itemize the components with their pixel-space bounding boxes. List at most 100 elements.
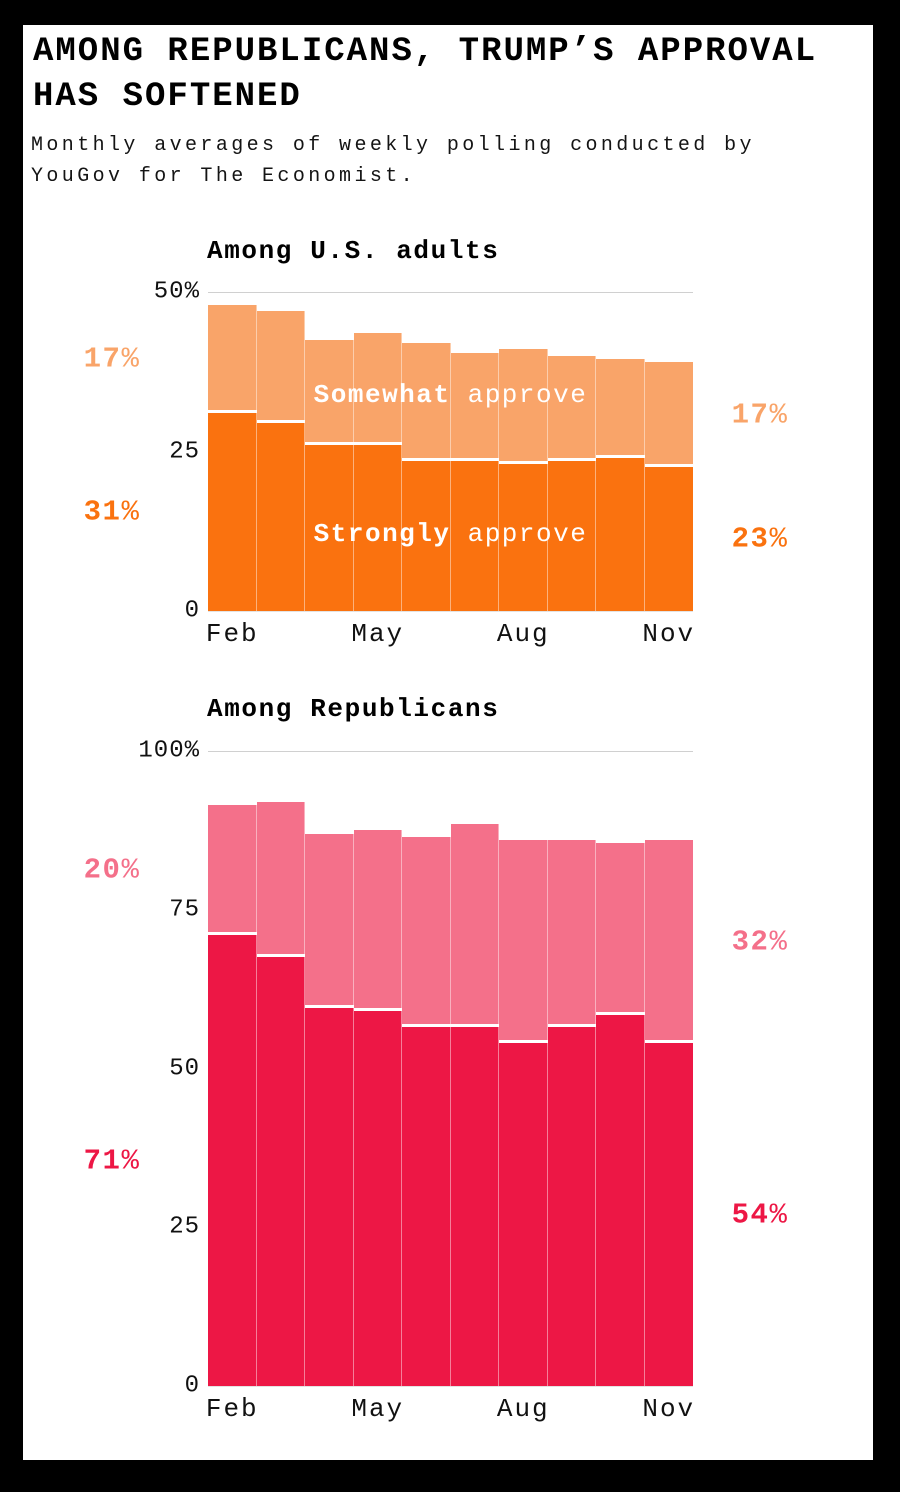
x-tick-Feb: Feb bbox=[205, 619, 259, 649]
y-tick-50: 50% bbox=[153, 278, 200, 306]
bar-col-May bbox=[353, 751, 402, 1386]
x-tick-May: May bbox=[351, 1394, 405, 1424]
segment-somewhat-approve bbox=[450, 824, 499, 1028]
segment-strongly-approve bbox=[256, 957, 305, 1386]
segment-somewhat-approve bbox=[353, 333, 402, 446]
segment-somewhat-approve bbox=[256, 311, 305, 423]
x-tick-Nov: Nov bbox=[642, 1394, 696, 1424]
bar-col-Mar bbox=[256, 751, 305, 1386]
page-title-line-1: AMONG REPUBLICANS, TRUMP’S APPROVAL bbox=[33, 33, 818, 71]
x-tick-Aug: Aug bbox=[496, 619, 550, 649]
y-tick-0: 0 bbox=[184, 1372, 200, 1400]
page-title: AMONG REPUBLICANS, TRUMP’S APPROVAL HAS … bbox=[33, 30, 843, 120]
bar-col-Oct bbox=[596, 751, 645, 1386]
top-gridline bbox=[208, 751, 693, 752]
segment-somewhat-approve bbox=[208, 804, 257, 936]
zero-baseline bbox=[208, 1386, 693, 1387]
bar-col-Jul bbox=[450, 751, 499, 1386]
y-tick-25: 25 bbox=[169, 438, 200, 465]
segment-strongly-approve bbox=[208, 935, 257, 1386]
bar-col-Jun bbox=[402, 751, 451, 1386]
segment-somewhat-approve bbox=[596, 359, 645, 458]
segment-somewhat-approve bbox=[499, 349, 548, 465]
plot-area-republicans: 100% 75 50 25 0 Feb May Aug Nov 20% 71% 32% 54% bbox=[84, 738, 787, 1425]
bar-columns bbox=[208, 751, 693, 1386]
segment-somewhat-approve bbox=[256, 801, 305, 958]
y-tick-100: 100% bbox=[138, 737, 200, 765]
page-subtitle-line-2: YouGov for The Economist. bbox=[31, 165, 417, 188]
segment-strongly-approve bbox=[596, 1014, 645, 1386]
segment-strongly-approve bbox=[353, 1011, 402, 1386]
bar-col-Nov bbox=[644, 292, 693, 611]
bar-col-Sep bbox=[547, 292, 596, 611]
segment-strongly-approve bbox=[450, 1027, 499, 1386]
bar-col-Sep bbox=[547, 751, 596, 1386]
segment-strongly-approve bbox=[402, 461, 451, 611]
bar-col-Jul bbox=[450, 292, 499, 611]
segment-somewhat-approve bbox=[208, 304, 257, 414]
segment-somewhat-approve bbox=[450, 352, 499, 462]
zero-baseline bbox=[208, 611, 693, 612]
segment-strongly-approve bbox=[644, 1043, 693, 1386]
annotation-left-strongly-approve: 71% bbox=[83, 1144, 141, 1178]
page-subtitle-line-1: Monthly averages of weekly polling condu… bbox=[31, 134, 755, 157]
x-tick-Aug: Aug bbox=[496, 1394, 550, 1424]
segment-strongly-approve bbox=[644, 467, 693, 611]
annotation-right-somewhat-approve: 32% bbox=[731, 925, 789, 958]
bar-col-Aug bbox=[499, 751, 548, 1386]
bar-col-Oct bbox=[596, 292, 645, 611]
segment-strongly-approve bbox=[499, 464, 548, 611]
segment-strongly-approve bbox=[450, 461, 499, 611]
x-tick-May: May bbox=[351, 619, 405, 649]
chart-title-us-adults: Among U.S. adults bbox=[207, 236, 500, 266]
annotation-left-strongly-approve: 31% bbox=[83, 495, 141, 529]
series-label-somewhat-approve: Somewhat approve bbox=[313, 380, 588, 411]
segment-somewhat-approve bbox=[499, 839, 548, 1044]
bar-col-Mar bbox=[256, 292, 305, 611]
segment-somewhat-approve bbox=[547, 355, 596, 462]
segment-somewhat-approve bbox=[596, 843, 645, 1015]
segment-strongly-approve bbox=[256, 422, 305, 611]
bar-col-Aug bbox=[499, 292, 548, 611]
x-tick-Nov: Nov bbox=[642, 619, 696, 649]
segment-somewhat-approve bbox=[547, 839, 596, 1028]
segment-somewhat-approve bbox=[644, 839, 693, 1044]
annotation-left-somewhat-approve: 20% bbox=[83, 853, 141, 887]
segment-strongly-approve bbox=[596, 457, 645, 611]
segment-somewhat-approve bbox=[353, 830, 402, 1012]
bar-col-Jun bbox=[402, 292, 451, 611]
y-tick-50: 50 bbox=[169, 1055, 200, 1082]
bar-col-Nov bbox=[644, 751, 693, 1386]
segment-strongly-approve bbox=[547, 461, 596, 611]
segment-strongly-approve bbox=[353, 445, 402, 611]
bar-col-Feb bbox=[208, 292, 257, 611]
annotation-right-somewhat-approve: 17% bbox=[731, 398, 789, 432]
segment-somewhat-approve bbox=[402, 343, 451, 462]
segment-strongly-approve bbox=[499, 1043, 548, 1386]
segment-strongly-approve bbox=[305, 445, 354, 611]
segment-strongly-approve bbox=[208, 413, 257, 611]
annotation-right-strongly-approve: 54% bbox=[731, 1198, 789, 1232]
annotation-right-strongly-approve: 23% bbox=[731, 522, 789, 556]
y-tick-75: 75 bbox=[169, 896, 200, 924]
top-gridline bbox=[208, 292, 693, 293]
y-tick-25: 25 bbox=[169, 1213, 200, 1241]
bar-col-Feb bbox=[208, 751, 257, 1386]
segment-strongly-approve bbox=[305, 1008, 354, 1386]
bar-col-May bbox=[353, 292, 402, 611]
bar-col-Apr bbox=[305, 292, 354, 611]
chart-title-republicans: Among Republicans bbox=[207, 694, 500, 724]
page-title-line-2: HAS SOFTENED bbox=[33, 78, 302, 116]
segment-somewhat-approve bbox=[305, 339, 354, 446]
bar-col-Apr bbox=[305, 751, 354, 1386]
page-subtitle: Monthly averages of weekly polling condu… bbox=[31, 130, 841, 192]
y-tick-0: 0 bbox=[184, 597, 200, 625]
segment-somewhat-approve bbox=[644, 362, 693, 468]
bar-columns bbox=[208, 292, 693, 611]
annotation-left-somewhat-approve: 17% bbox=[83, 342, 141, 376]
series-label-strongly-approve: Strongly approve bbox=[313, 519, 588, 550]
x-tick-Feb: Feb bbox=[205, 1394, 259, 1424]
segment-somewhat-approve bbox=[305, 833, 354, 1009]
segment-strongly-approve bbox=[547, 1027, 596, 1386]
